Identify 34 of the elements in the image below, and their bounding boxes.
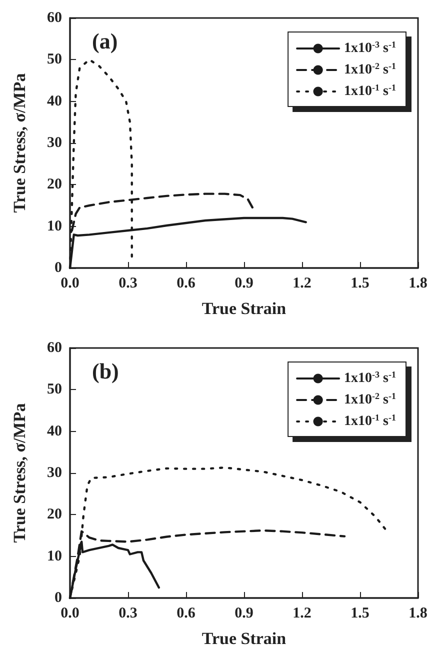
y-tick-label: 60 <box>47 340 62 356</box>
y-tick-label: 50 <box>47 382 62 398</box>
y-tick-label: 30 <box>47 465 62 481</box>
y-tick-label: 10 <box>47 218 62 234</box>
y-tick-label: 40 <box>47 423 62 440</box>
y-tick-label: 20 <box>47 176 62 193</box>
x-tick-label: 1.8 <box>408 606 428 622</box>
y-tick-label: 50 <box>47 52 62 68</box>
y-tick-label: 20 <box>47 506 62 523</box>
y-axis-title: True Stress, σ/MPa <box>10 72 29 213</box>
annotation: (b) <box>92 358 119 384</box>
x-tick-label: 1.8 <box>408 276 428 292</box>
annotation: (a) <box>92 28 118 54</box>
y-tick-label: 60 <box>47 10 62 26</box>
x-tick-label: 0.9 <box>234 606 254 622</box>
y-tick-label: 10 <box>47 548 62 564</box>
x-tick-label: 1.2 <box>292 276 312 292</box>
x-tick-label: 1.5 <box>350 276 370 292</box>
x-tick-label: 0.9 <box>234 276 254 292</box>
y-tick-label: 30 <box>47 135 62 151</box>
x-tick-label: 0.0 <box>60 606 80 622</box>
x-tick-label: 0.6 <box>176 606 196 622</box>
x-tick-label: 0.6 <box>176 276 196 292</box>
x-axis-title: True Strain <box>202 299 287 318</box>
x-tick-label: 0.3 <box>118 276 138 292</box>
y-tick-label: 40 <box>47 93 62 110</box>
x-tick-label: 0.3 <box>118 606 138 622</box>
x-axis-title: True Strain <box>202 629 287 648</box>
x-tick-label: 1.2 <box>292 606 312 622</box>
y-axis-title: True Stress, σ/MPa <box>10 402 29 543</box>
x-tick-label: 0.0 <box>60 276 80 292</box>
y-tick-label: 0 <box>54 260 62 276</box>
x-tick-label: 1.5 <box>350 606 370 622</box>
y-tick-label: 0 <box>54 590 62 606</box>
